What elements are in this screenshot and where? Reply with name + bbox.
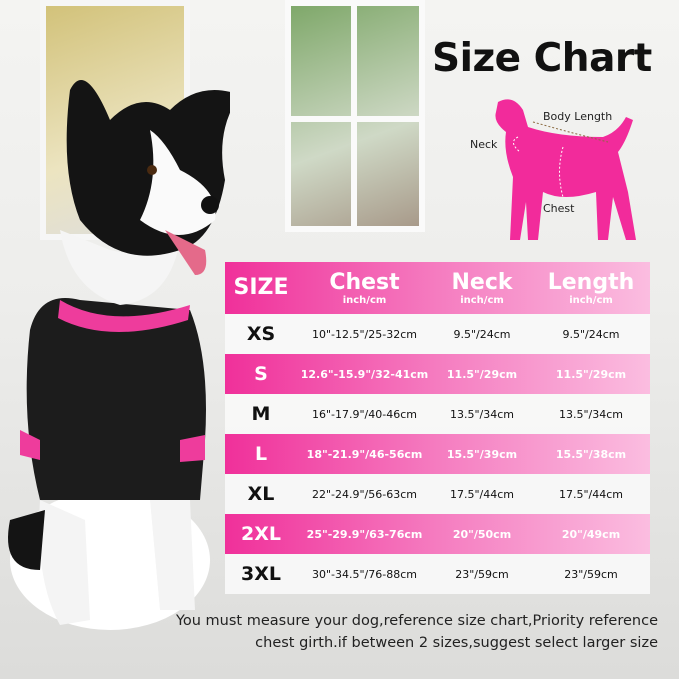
cell-chest: 25"-29.9"/63-76cm (306, 527, 423, 541)
table-header: SIZE Chest inch/cm Neck inch/cm Length inch… (225, 262, 650, 314)
cell-size: L (254, 443, 268, 465)
cell-size: S (254, 363, 268, 385)
header-neck: Neck inch/cm (451, 269, 513, 306)
cell-chest: 30"-34.5"/76-88cm (311, 567, 417, 581)
cell-size: XS (246, 323, 276, 345)
cell-neck: 9.5"/24cm (453, 327, 511, 341)
header-chest: Chest inch/cm (329, 269, 400, 306)
body-length-label: Body Length (543, 110, 613, 123)
measurement-note: You must measure your dog,reference size… (128, 610, 658, 654)
table-row: 2XL 25"-29.9"/63-76cm 20"/50cm 20"/49cm (225, 514, 650, 554)
cell-size: XL (247, 483, 275, 505)
cell-size: 2XL (241, 523, 281, 545)
cell-length: 15.5"/38cm (555, 447, 627, 461)
neck-label: Neck (470, 138, 498, 151)
table-row: L 18"-21.9"/46-56cm 15.5"/39cm 15.5"/38cm (225, 434, 650, 474)
chest-label: Chest (543, 202, 575, 215)
header-length: Length inch/cm (547, 269, 635, 306)
cell-length: 9.5"/24cm (562, 327, 620, 341)
cell-neck: 15.5"/39cm (446, 447, 518, 461)
table-row: 3XL 30"-34.5"/76-88cm 23"/59cm 23"/59cm (225, 554, 650, 594)
cell-size: 3XL (241, 563, 281, 585)
cell-chest: 10"-12.5"/25-32cm (311, 327, 417, 341)
cell-chest: 18"-21.9"/46-56cm (306, 447, 423, 461)
table-row: XL 22"-24.9"/56-63cm 17.5"/44cm 17.5"/44cm (225, 474, 650, 514)
cell-neck: 11.5"/29cm (446, 367, 518, 381)
size-table: SIZE Chest inch/cm Neck inch/cm Length inch… (225, 262, 650, 594)
cell-chest: 22"-24.9"/56-63cm (311, 487, 417, 501)
dog-silhouette-icon (495, 99, 636, 240)
cell-neck: 23"/59cm (455, 567, 509, 581)
cell-chest: 12.6"-15.9"/32-41cm (300, 367, 429, 381)
table-row: S 12.6"-15.9"/32-41cm 11.5"/29cm 11.5"/29cm (225, 354, 650, 394)
cell-neck: 20"/50cm (452, 527, 512, 541)
header-size: SIZE (233, 275, 289, 300)
cell-length: 11.5"/29cm (555, 367, 627, 381)
cell-neck: 17.5"/44cm (449, 487, 515, 501)
page-title: Size Chart (432, 36, 652, 81)
table-row: M 16"-17.9"/40-46cm 13.5"/34cm 13.5"/34cm (225, 394, 650, 434)
cell-chest: 16"-17.9"/40-46cm (311, 407, 417, 421)
window (285, 0, 425, 232)
cell-length: 13.5"/34cm (558, 407, 624, 421)
cell-neck: 13.5"/34cm (449, 407, 515, 421)
cell-length: 23"/59cm (564, 567, 618, 581)
cell-length: 20"/49cm (561, 527, 621, 541)
cell-length: 17.5"/44cm (558, 487, 624, 501)
cell-size: M (251, 403, 271, 425)
table-row: XS 10"-12.5"/25-32cm 9.5"/24cm 9.5"/24cm (225, 314, 650, 354)
dog-photo (8, 80, 230, 630)
measurement-diagram: Body Length Neck Chest (468, 92, 648, 246)
note-line: chest girth.if between 2 sizes,suggest s… (255, 635, 658, 651)
note-line: You must measure your dog,reference size… (175, 613, 658, 629)
